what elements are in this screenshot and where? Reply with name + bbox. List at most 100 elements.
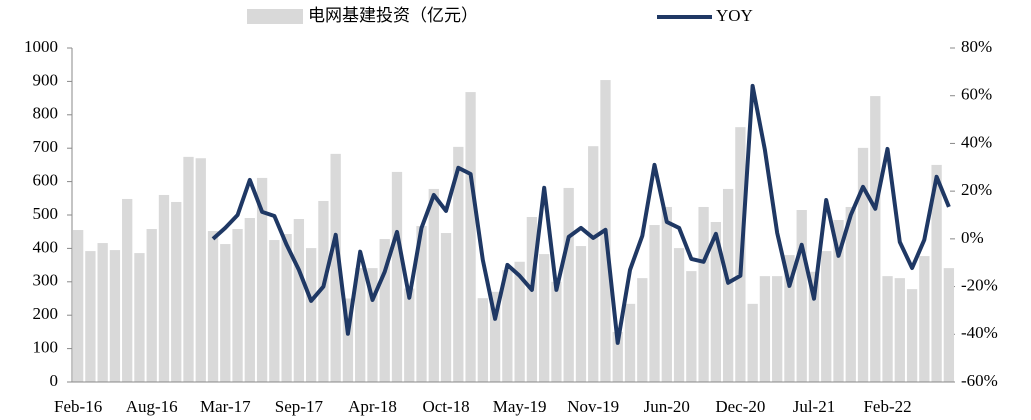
y-tick-label: 1000 bbox=[24, 37, 58, 56]
bar bbox=[293, 219, 305, 382]
bar bbox=[220, 244, 231, 382]
bar bbox=[637, 278, 648, 382]
y-tick-label: 900 bbox=[33, 70, 59, 89]
y-tick-label: 300 bbox=[33, 271, 59, 290]
x-tick-label: May-19 bbox=[493, 397, 547, 416]
x-tick-label: Feb-16 bbox=[54, 397, 102, 416]
y-tick-label: 500 bbox=[33, 204, 59, 223]
bar bbox=[134, 253, 145, 382]
bar bbox=[870, 96, 881, 382]
bar bbox=[195, 158, 206, 382]
bar bbox=[857, 147, 869, 382]
bar bbox=[281, 234, 292, 382]
bar bbox=[514, 261, 525, 382]
bar bbox=[355, 268, 366, 382]
x-tick-label: Sep-17 bbox=[275, 397, 324, 416]
y-tick-label: 700 bbox=[33, 137, 59, 156]
bar bbox=[661, 206, 672, 382]
bar bbox=[821, 251, 832, 382]
bar bbox=[489, 291, 501, 382]
bar bbox=[97, 243, 108, 382]
bar bbox=[649, 225, 660, 382]
y-tick-label: 400 bbox=[33, 237, 59, 256]
bar bbox=[465, 92, 476, 382]
y-tick-label: 200 bbox=[33, 304, 59, 323]
bar bbox=[342, 298, 354, 382]
bar bbox=[722, 188, 734, 382]
bar bbox=[796, 209, 807, 382]
bar bbox=[207, 231, 219, 382]
y-tick-label: 100 bbox=[33, 338, 59, 357]
legend-label: YOY bbox=[716, 6, 753, 25]
x-tick-label: Nov-19 bbox=[567, 397, 619, 416]
y-tick-label: 0 bbox=[50, 371, 59, 390]
bar bbox=[551, 281, 562, 382]
bar bbox=[833, 220, 844, 382]
bar bbox=[428, 188, 439, 382]
x-tick-label: Jul-21 bbox=[793, 397, 836, 416]
bar bbox=[416, 226, 427, 382]
bar bbox=[588, 146, 599, 382]
bar bbox=[931, 164, 942, 382]
bar bbox=[539, 254, 550, 382]
bar bbox=[244, 218, 255, 382]
bar bbox=[379, 239, 390, 382]
x-tick-label: Jun-20 bbox=[644, 397, 690, 416]
y2-tick-label: 60% bbox=[961, 85, 992, 104]
bar bbox=[256, 177, 268, 382]
bar bbox=[269, 240, 280, 382]
bar bbox=[502, 270, 513, 382]
x-tick-label: Aug-16 bbox=[126, 397, 178, 416]
bar bbox=[171, 201, 182, 382]
x-tick-label: Dec-20 bbox=[715, 397, 765, 416]
bar bbox=[367, 268, 378, 382]
bar bbox=[943, 268, 955, 382]
bar bbox=[146, 229, 157, 382]
bar bbox=[305, 248, 317, 382]
bar bbox=[232, 229, 243, 382]
x-tick-label: Feb-22 bbox=[863, 397, 911, 416]
bar bbox=[85, 251, 96, 382]
bar bbox=[391, 171, 403, 382]
y2-tick-label: 80% bbox=[961, 37, 992, 56]
bar bbox=[158, 194, 170, 382]
line-series bbox=[211, 83, 951, 345]
y-tick-label: 600 bbox=[33, 171, 59, 190]
bar bbox=[109, 250, 121, 382]
x-tick-label: Mar-17 bbox=[200, 397, 251, 416]
bar bbox=[440, 233, 452, 382]
bar bbox=[882, 276, 893, 382]
bar bbox=[563, 187, 574, 382]
y2-tick-label: 20% bbox=[961, 180, 992, 199]
bar bbox=[710, 222, 722, 382]
bar bbox=[624, 303, 636, 382]
bar bbox=[919, 256, 930, 382]
bar bbox=[453, 146, 464, 382]
bar bbox=[72, 230, 84, 382]
bar bbox=[772, 276, 783, 382]
x-tick-label: Oct-18 bbox=[422, 397, 469, 416]
bar bbox=[318, 200, 329, 382]
bar bbox=[759, 276, 771, 382]
bar bbox=[906, 289, 918, 382]
bar bbox=[122, 198, 133, 382]
bar bbox=[477, 298, 488, 382]
bar bbox=[894, 278, 905, 382]
bar bbox=[845, 206, 856, 382]
bar bbox=[526, 217, 538, 382]
bar bbox=[330, 153, 341, 382]
bar bbox=[808, 271, 820, 382]
y-tick-label: 800 bbox=[33, 104, 59, 123]
y2-tick-label: -40% bbox=[961, 323, 998, 342]
bar bbox=[784, 255, 795, 382]
bar bbox=[404, 288, 415, 382]
bar bbox=[612, 331, 623, 382]
y2-tick-label: 0% bbox=[961, 228, 984, 247]
y2-tick-label: -60% bbox=[961, 371, 998, 390]
legend-swatch-bar bbox=[247, 9, 303, 24]
bar bbox=[747, 303, 758, 382]
bar bbox=[686, 271, 697, 382]
bar bbox=[183, 156, 194, 382]
legend-label: 电网基建投资（亿元） bbox=[308, 6, 478, 25]
